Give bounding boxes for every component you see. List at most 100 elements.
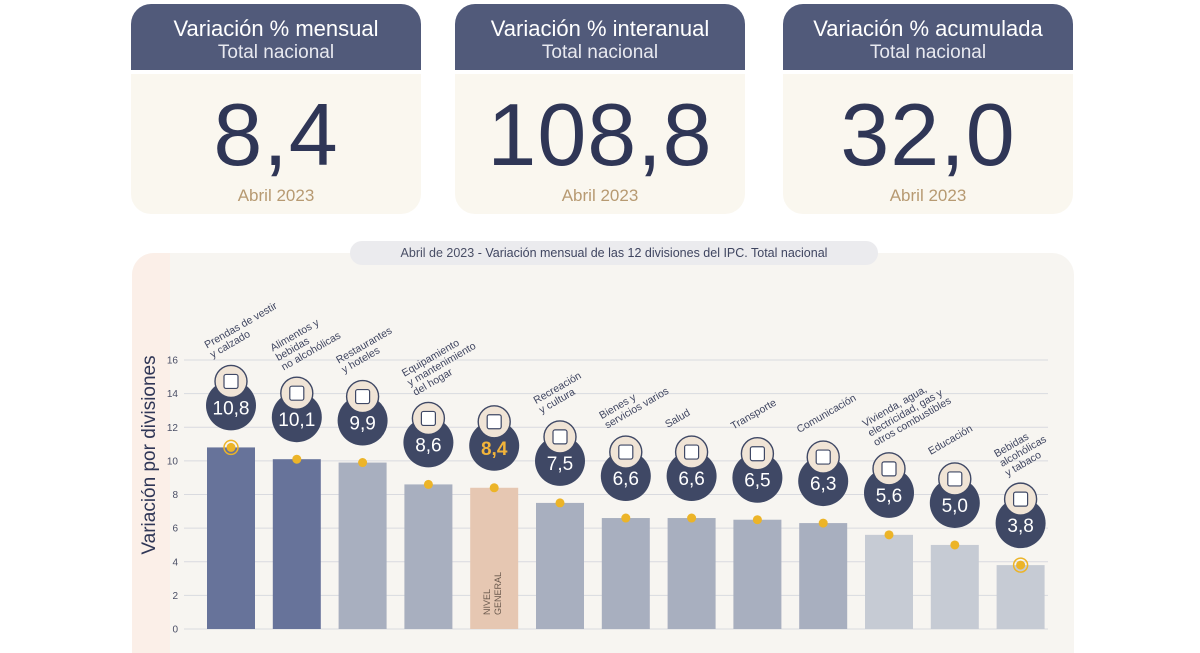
y-tick-label: 10 [167, 456, 179, 467]
shopping-basket-icon-glyph [486, 414, 502, 430]
card-date: Abril 2023 [889, 186, 967, 205]
bar [207, 447, 255, 629]
card-title: Variación % mensual [173, 16, 379, 41]
data-label: 5,0 [942, 496, 968, 517]
food-basket-icon-glyph [289, 385, 305, 401]
y-tick-label: 12 [167, 423, 179, 434]
data-label: 3,8 [1007, 516, 1033, 537]
beach-umbrella-icon-glyph [552, 429, 568, 445]
y-tick-label: 14 [167, 389, 179, 400]
category-label: Bebidasalcohólicasy tabaco [992, 424, 1054, 479]
card-body: 108,8 Abril 2023 [455, 74, 745, 214]
category-label: Comunicación [795, 392, 859, 436]
data-label: 9,9 [349, 414, 375, 435]
value-marker-ring [223, 439, 239, 456]
value-marker [226, 442, 236, 452]
category-label: Restaurantesy hoteles [334, 325, 400, 376]
y-tick-label: 8 [172, 490, 178, 501]
card-header: Variación % mensual Total nacional [131, 4, 421, 70]
y-tick-label: 6 [172, 524, 178, 535]
value-badge [535, 435, 585, 486]
card-accumulated: Variación % acumulada Total nacional 32,… [783, 4, 1073, 214]
data-label: 7,5 [547, 454, 573, 475]
value-marker [423, 479, 433, 489]
bar [733, 519, 782, 629]
value-marker-ring [1012, 557, 1029, 573]
card-body: 8,4 Abril 2023 [131, 74, 421, 214]
data-label: 6,3 [810, 474, 836, 495]
card-body: 32,0 Abril 2023 [783, 74, 1073, 214]
value-marker [1016, 560, 1026, 570]
y-axis-strip [132, 253, 170, 653]
category-label: NIVELGENERAL [482, 572, 503, 615]
value-badge [864, 467, 914, 518]
bar [930, 544, 979, 629]
value-badge [995, 498, 1046, 549]
value-marker [818, 518, 828, 528]
lightbulb-icon-glyph [881, 461, 897, 477]
mobile-phone-icon-glyph [815, 449, 831, 465]
category-label: Equipamientoy mantenimientodel hogar [400, 330, 484, 398]
value-marker [687, 513, 697, 523]
card-monthly: Variación % mensual Total nacional 8,4 A… [131, 4, 421, 214]
bar [601, 518, 650, 629]
value-marker [884, 530, 894, 540]
bar [338, 462, 387, 629]
card-subtitle: Total nacional [217, 42, 335, 63]
value-marker [292, 454, 302, 464]
bar [470, 487, 519, 629]
chart-title: Abril de 2023 - Variación mensual de las… [350, 241, 878, 265]
category-label: Vivienda, agua,electricidad, gas yotros … [861, 376, 954, 449]
category-label: Bienes yservicios varios [597, 376, 671, 432]
value-badge [271, 392, 322, 443]
scissors-comb-icon-glyph [618, 444, 634, 460]
restaurant-icon-glyph [355, 388, 371, 405]
value-badge [403, 417, 454, 468]
y-tick-label: 0 [172, 625, 178, 636]
y-tick-label: 16 [167, 356, 179, 367]
chart-title-text: Variación mensual de las 12 divisiones d… [485, 246, 828, 260]
card-date: Abril 2023 [561, 186, 639, 205]
data-label: 6,5 [744, 471, 770, 492]
y-tick-label: 4 [172, 557, 178, 568]
bottle-glass-icon-glyph [1012, 491, 1029, 507]
value-marker [950, 540, 960, 550]
value-marker [489, 483, 499, 493]
data-label: 8,4 [481, 439, 508, 460]
data-label: 6,6 [678, 469, 704, 490]
card-header: Variación % acumulada Total nacional [783, 4, 1073, 70]
card-title: Variación % acumulada [813, 16, 1043, 41]
clothing-icon-glyph [223, 373, 239, 390]
medical-cross-icon-glyph [683, 444, 700, 460]
value-badge [798, 456, 849, 507]
value-badge [469, 420, 520, 471]
sube-card-icon-glyph [749, 446, 766, 462]
data-label: 10,1 [278, 410, 315, 431]
data-label: 6,6 [613, 469, 639, 490]
chart-title-separator: - [477, 246, 486, 260]
card-value: 32,0 [840, 85, 1016, 184]
card-value: 8,4 [213, 85, 339, 184]
value-marker [621, 513, 631, 523]
y-tick-label: 2 [172, 591, 178, 602]
data-label: 8,6 [415, 435, 441, 456]
value-badge [600, 451, 651, 502]
bar [536, 502, 584, 629]
value-marker [555, 498, 565, 508]
card-value: 108,8 [487, 85, 713, 184]
value-badge [337, 395, 388, 446]
data-label: 5,6 [876, 486, 902, 507]
card-subtitle: Total nacional [869, 42, 987, 63]
card-title: Variación % interanual [490, 16, 710, 41]
category-label: Educación [926, 423, 975, 458]
value-badge [929, 477, 980, 528]
data-label: 10,8 [213, 398, 250, 419]
washing-machine-icon-glyph [420, 410, 436, 427]
value-marker [358, 458, 368, 468]
bar [799, 523, 848, 629]
value-badge [206, 380, 256, 431]
chart-title-prefix: Abril de 2023 [400, 246, 475, 260]
category-label: Recreacióny cultura [532, 370, 590, 417]
card-subtitle: Total nacional [541, 42, 659, 63]
